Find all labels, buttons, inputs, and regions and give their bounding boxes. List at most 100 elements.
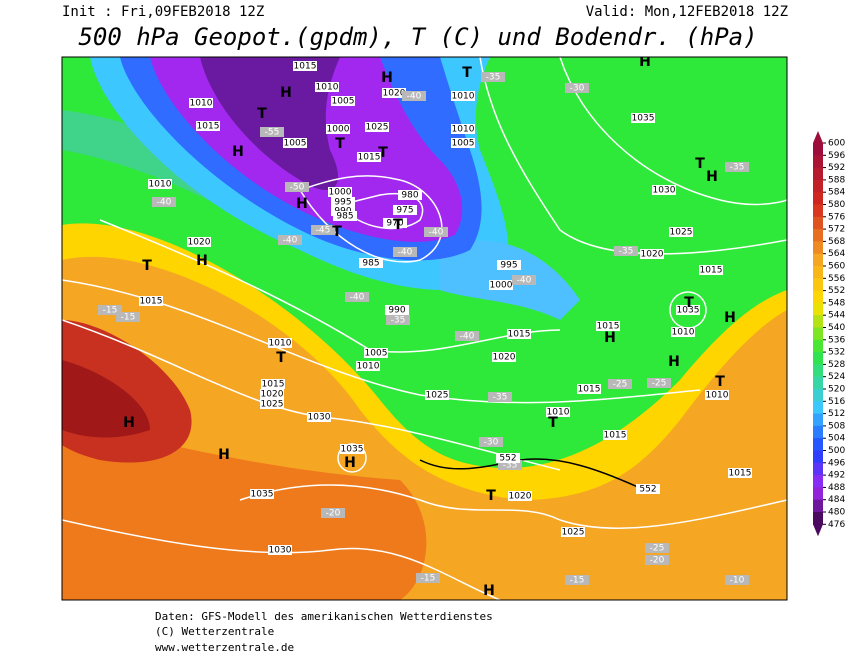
temperature-label-box [647, 378, 671, 388]
isobar-label-box [356, 361, 380, 371]
isobar-label: 1010 [452, 125, 475, 135]
isobar-label: 1035 [677, 306, 700, 316]
isobar-label: 1005 [365, 349, 388, 359]
colorbar-label: 536 [828, 335, 845, 345]
temperature-label: -40 [460, 332, 475, 342]
height-label-box [496, 453, 520, 463]
height-label: 552 [639, 485, 656, 495]
colorbar-band [813, 204, 823, 218]
temperature-label-box [416, 573, 440, 583]
isobar-label: 1010 [269, 339, 292, 349]
isobar-label-box [189, 98, 213, 108]
pressure-center: T [715, 374, 725, 390]
temperature-label: -25 [652, 379, 667, 389]
temperature-label-box [512, 275, 536, 285]
pressure-center: T [335, 136, 345, 152]
colorbar-label: 540 [828, 323, 845, 333]
isobar-label-box [640, 249, 664, 259]
temperature-label: -20 [326, 509, 341, 519]
isobar-label-box [283, 138, 307, 148]
isobar-label: 1025 [426, 391, 449, 401]
colorbar-label: 580 [828, 200, 845, 210]
isobar-label: 1010 [452, 92, 475, 102]
isobar [239, 484, 787, 530]
colorbar-band [813, 401, 823, 415]
colorbar-band [813, 450, 823, 464]
colorbar-band [813, 315, 823, 328]
isobar-label: 985 [336, 212, 353, 222]
temperature-label-box [565, 575, 589, 585]
isobar [479, 57, 787, 255]
colorbar: 600 596 592 588 584 580 576 572 568 564 560 556 552 5… [813, 131, 845, 537]
colorbar-label: 520 [828, 385, 845, 395]
pressure-center: H [123, 415, 135, 431]
pressure-center: T [462, 65, 472, 81]
colorbar-band [813, 352, 823, 365]
colorbar-label: 568 [828, 237, 845, 247]
colorbar-band [813, 167, 823, 181]
pressure-center: H [706, 169, 718, 185]
pressure-center: H [344, 455, 356, 471]
isobar-label-box [331, 96, 355, 106]
temperature-label: -15 [103, 306, 118, 316]
colorbar-label: 588 [828, 175, 845, 185]
colorbar-band [813, 241, 823, 255]
isobar [99, 219, 561, 353]
temperature-label: -20 [650, 556, 665, 566]
colorbar-band [813, 475, 823, 488]
colorbar-band [813, 487, 823, 501]
temperature-label: -10 [730, 576, 745, 586]
colorbar-label: 512 [828, 409, 845, 419]
isobar [559, 57, 787, 206]
temperature-label: -40 [350, 293, 365, 303]
colorbar-label: 572 [828, 225, 845, 235]
temperature-label-box [152, 197, 176, 207]
isobar-label-box [451, 124, 475, 134]
colorbar-band [813, 229, 823, 242]
colorbar-label: 584 [828, 188, 845, 198]
temperature-label: -30 [484, 438, 499, 448]
isobar-label: 1015 [358, 153, 381, 163]
isobar-label: 1010 [547, 408, 570, 418]
isobar-label: 1020 [641, 250, 664, 260]
pressure-center: T [257, 106, 267, 122]
colorbar-label: 516 [828, 397, 845, 407]
isobar-label-box [260, 399, 284, 409]
isobar-label: 1015 [140, 297, 163, 307]
temperature-label-box [498, 460, 522, 470]
isobar-label-box [250, 489, 274, 499]
isobar-label: 1010 [316, 83, 339, 93]
temperature-label: -25 [650, 544, 665, 554]
colorbar-band [813, 302, 823, 316]
temperature-label: -40 [407, 92, 422, 102]
isobar-label-box [340, 444, 364, 454]
dark-red-field [62, 360, 150, 438]
pressure-center: T [276, 350, 286, 366]
colorbar-label: 544 [828, 311, 845, 321]
temperature-label: -30 [570, 84, 585, 94]
temperature-label-box [645, 543, 669, 553]
colorbar-label: 556 [828, 274, 845, 284]
colorbar-band [813, 413, 823, 427]
colorbar-band [813, 192, 823, 205]
isobar-label: 1010 [149, 180, 172, 190]
temperature-label-box [116, 312, 140, 322]
isobar-label: 1035 [341, 445, 364, 455]
temperature-label-box [285, 182, 309, 192]
height-label-box [636, 484, 660, 494]
pressure-center: H [639, 54, 651, 70]
colorbar-band [813, 425, 823, 439]
isobar [62, 519, 501, 600]
isobar-label-box [148, 179, 172, 189]
temperature-label: -35 [391, 316, 406, 326]
map-title: 500 hPa Geopot.(gpdm), T (C) und Bodendr… [78, 23, 757, 51]
isobar-label: 1020 [188, 238, 211, 248]
colorbar-label: 552 [828, 286, 845, 296]
isobar-label-box [385, 305, 409, 315]
552-contour [419, 458, 641, 489]
colorbar-band [813, 499, 823, 513]
isobar-label-box [364, 348, 388, 358]
colorbar-label: 560 [828, 262, 845, 272]
temperature-label: -35 [503, 461, 518, 471]
isobar-label-box [508, 491, 532, 501]
